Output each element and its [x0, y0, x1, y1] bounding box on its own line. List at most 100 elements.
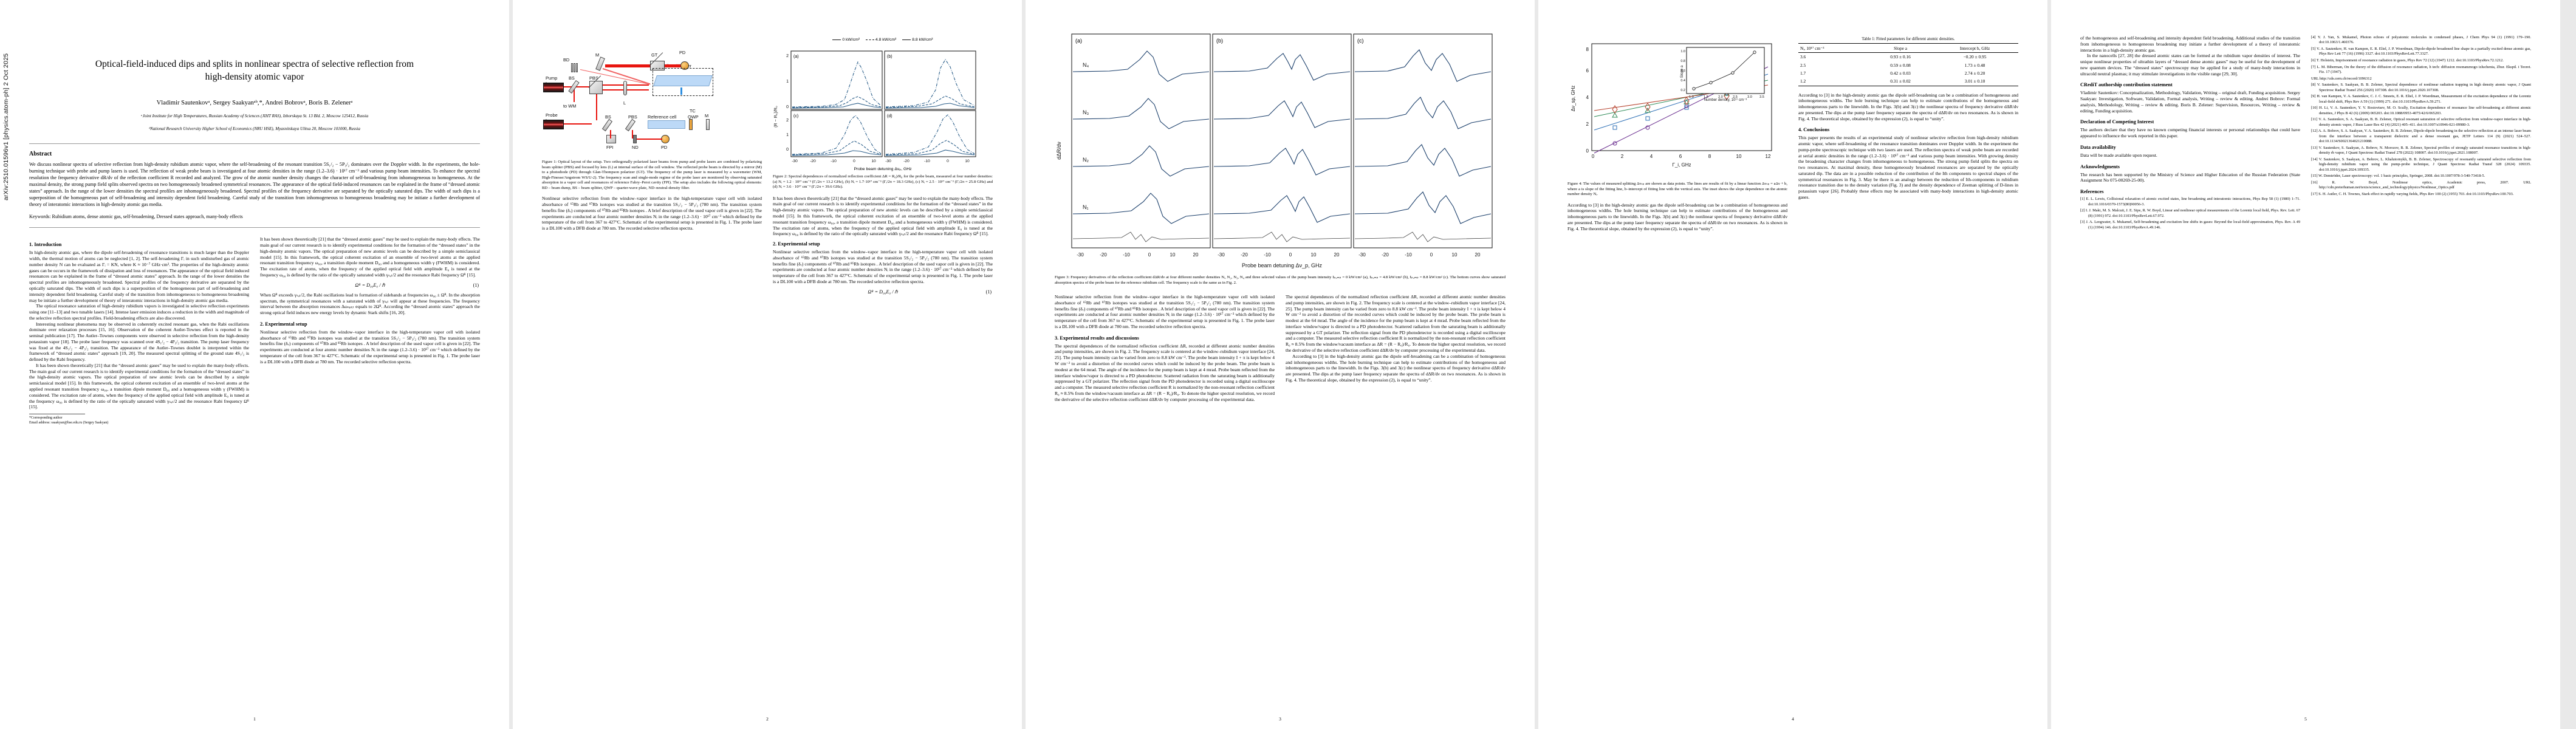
figure-4-plot: Δν_sp, GHz Γ_i, GHz 0 2 4 6 8 — [1571, 43, 1772, 168]
page-1: arXiv:2510.01596v1 [physics.atom-ph] 2 O… — [0, 0, 509, 729]
heading-acknowledgments: Acknowledgments — [2080, 163, 2120, 169]
equation-2: Ωᴿ = D₀₀E₀ / ℏ (1) — [773, 289, 993, 295]
neutral-density-filter — [633, 135, 637, 143]
label-bs-2: BS — [605, 114, 611, 120]
table-row: 2.5 0.59 ± 0.08 1.73 ± 0.48 — [1798, 61, 2018, 69]
figure-3-xtick-b0: -30 — [1218, 252, 1225, 258]
author-list: Vladimir Sautenkovᵃ, Sergey Saakyanᵃᵇ,*,… — [156, 99, 353, 106]
label-bd: BD — [563, 57, 570, 63]
figure-3-xtick-a4: 10 — [1170, 252, 1176, 258]
quarter-wave-plate — [689, 119, 693, 130]
figure-3-xtick-b3: 0 — [1289, 252, 1292, 258]
abstract-rule-top — [29, 143, 480, 145]
label-pbs-2: PBS — [628, 114, 637, 120]
probe-laser-body — [543, 120, 564, 129]
reference-item: [15] W. Demtröder, Laser spectroscopy: v… — [2311, 174, 2485, 179]
thermocouple — [680, 87, 682, 95]
page4-column-right: Table 1: Fitted parameters for different… — [1798, 35, 2018, 232]
page5-column-right: [4] Y. J. Yan, S. Mukamel, Photon echoes… — [2311, 35, 2531, 231]
figure-3-series-label-n1: N₁ — [1083, 204, 1089, 210]
page-number-5: 5 — [2304, 716, 2307, 722]
figure-3-xtick-b4: 10 — [1311, 252, 1317, 258]
figure-2-ylabel: (R − R₀)/R₀ — [774, 106, 778, 128]
column-left: 1. Introduction In high-density atomic g… — [29, 236, 249, 426]
beam-to-pd — [649, 64, 683, 67]
heading-data-availability: Data availability — [2080, 144, 2116, 150]
rb-cell — [653, 75, 713, 86]
figure-2: 0 kW/cm² 4.8 kW/cm² 8.8 kW/cm² (R − R₀)/… — [773, 38, 993, 190]
figure-3-xtick-a3: 0 — [1148, 252, 1151, 258]
figure-3-xtick-c0: -30 — [1358, 252, 1366, 258]
legend-swatch-2 — [902, 39, 911, 40]
label-bs-1: BS — [569, 75, 575, 81]
beam-nd-to-pd — [637, 139, 662, 140]
affiliation-a: ᵃJoint Institute for High Temperatures, … — [140, 113, 369, 118]
table-1-header-row: Nᵢ, 10¹⁷ cm⁻³ Slope a Intercept b, GHz — [1798, 43, 2018, 53]
page5-paragraph-2: In the nanocells [27, 28] the dressed at… — [2080, 53, 2300, 77]
page3-right-paragraph-2: According to [3] in the high-density ato… — [1286, 353, 1506, 383]
reference-item: [17] S. H. Autler, C. H. Townes, Stark e… — [2311, 192, 2514, 197]
figure-4-inset-xtick-20: 2.0 — [1718, 95, 1723, 99]
table-1-header-2: Intercept b, GHz — [1959, 45, 1990, 51]
page-number-3: 3 — [1279, 716, 1281, 722]
legend-swatch-0 — [832, 39, 841, 40]
legend-item-0: 0 kW/cm² — [832, 38, 860, 42]
table-1-r0c2: −0.20 ± 0.95 — [1963, 54, 1987, 60]
table-1-r3c2: 3.01 ± 0.10 — [1964, 78, 1985, 84]
label-nd: ND — [632, 145, 639, 150]
table-1-r1c2: 1.73 ± 0.48 — [1964, 62, 1985, 68]
beam-dump-plate-2 — [574, 63, 575, 72]
page2-left-paragraph: Nonlinear selective reflection from the … — [542, 196, 762, 231]
figure-2-panel-a: (a) — [793, 55, 799, 59]
figure-2-caption: Figure 2: Spectral dependences of normal… — [773, 174, 993, 190]
figure-2-xtick-2: -10 — [831, 159, 837, 163]
reference-item: [11] V. A. Sautenkov, S. A. Saakyan, B. … — [2311, 117, 2531, 127]
table-1-r3c1: 0.31 ± 0.02 — [1890, 78, 1911, 84]
figure-4-ytick-0: 0 — [1586, 148, 1589, 154]
figure-4-inset-ytick-06: 0.6 — [1680, 69, 1685, 73]
figure-3-panel-b: (b) — [1216, 38, 1223, 44]
figure-2-xtick-5: -30 — [885, 159, 891, 163]
heading-declaration: Declaration of Competing Interest — [2080, 119, 2154, 125]
table-1: Table 1: Fitted parameters for different… — [1798, 37, 2018, 86]
table-1-r0c1: 0.93 ± 0.16 — [1890, 54, 1911, 60]
reference-list-left: [1] E. L. Lewis, Collisional relaxation … — [2080, 197, 2300, 230]
label-to-wm: to WM — [563, 103, 577, 109]
page4-right-paragraph-1: According to [3] in the high-density ato… — [1798, 92, 2018, 122]
figure-4: Δν_sp, GHz Γ_i, GHz 0 2 4 6 8 — [1567, 38, 1787, 197]
beam-probe-main — [564, 123, 592, 125]
legend-label-2: 8.8 kW/cm² — [912, 38, 933, 42]
figure-3-panel-c: (c) — [1357, 38, 1364, 44]
table-row: 1.2 0.31 ± 0.02 3.01 ± 0.10 — [1798, 77, 2018, 86]
figure-3-xtick-b5: 20 — [1334, 252, 1340, 258]
figure-4-xtick-4: 4 — [1650, 154, 1653, 159]
reference-url[interactable]: URL http://cds.cern.ch/record/1096312 — [2311, 76, 2372, 81]
lens — [623, 81, 627, 95]
label-fpi: FPI — [606, 145, 614, 150]
page-number-4: 4 — [1792, 716, 1794, 722]
beam-to-fpi — [610, 130, 611, 139]
figure-4-ytick-8: 8 — [1586, 47, 1589, 52]
figure-2-xtick-1: -20 — [810, 159, 816, 163]
figure-3-xtick-c4: 10 — [1452, 252, 1458, 258]
figure-3-series-label-n4: N₄ — [1083, 62, 1089, 68]
heading-credit: CRediT authorship contribution statement — [2080, 82, 2173, 88]
label-gt: GT — [651, 52, 658, 58]
abstract-text: We discuss nonlinear spectra of selectiv… — [29, 162, 480, 208]
figure-4-inset-xtick-35: 3.5 — [1759, 95, 1764, 99]
page3-columns: Nonlinear selective reflection from the … — [1055, 294, 1506, 402]
legend-item-1: 4.8 kW/cm² — [866, 38, 896, 42]
reference-item: [10] H. Li, V. A. Sautenkov, Y. V. Rosto… — [2311, 106, 2531, 115]
title-line-2: high-density atomic vapor — [205, 71, 304, 82]
credit-paragraph: Vladimir Sautenkov: Conceptualization, M… — [2080, 90, 2300, 114]
title-line-1: Optical-field-induced dips and splits in… — [95, 59, 414, 69]
figure-4-inset-xtick-10: 1.0 — [1689, 95, 1694, 99]
figure-3-xtick-a2: -10 — [1123, 252, 1130, 258]
table-1-r1c0: 2.5 — [1800, 62, 1806, 68]
label-m-top: M — [595, 52, 600, 58]
beam-to-wm — [574, 87, 575, 102]
reference-item: [1] E. L. Lewis, Collisional relaxation … — [2080, 197, 2300, 207]
figure-4-inset-ytick-04: 0.4 — [1680, 79, 1685, 83]
figure-4-xtick-6: 6 — [1679, 154, 1682, 159]
